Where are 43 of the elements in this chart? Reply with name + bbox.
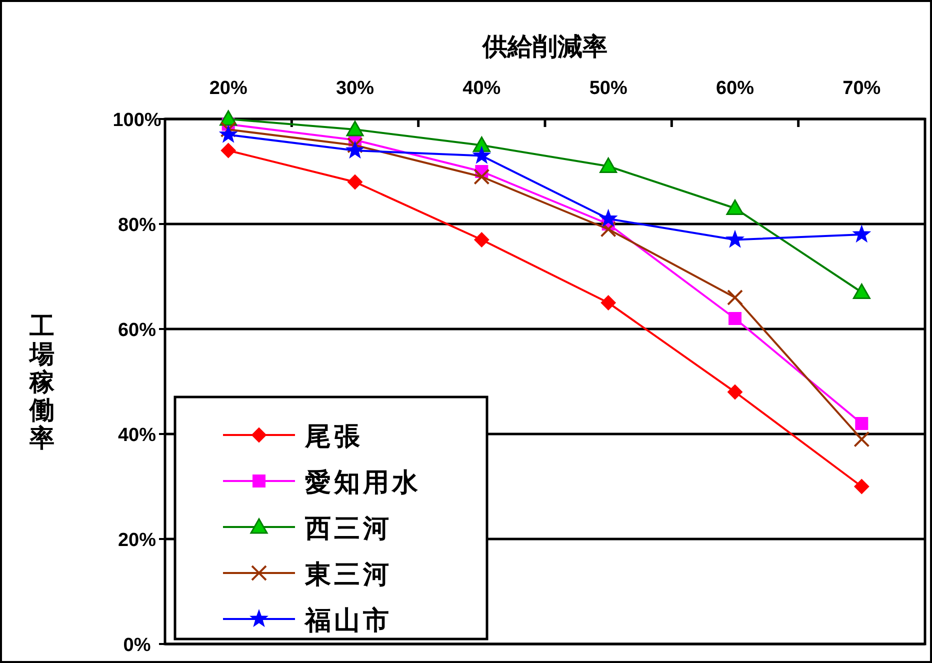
point: [346, 142, 364, 158]
point: [726, 230, 744, 248]
y-tick-label: 80%: [118, 215, 156, 236]
y-tick-label: 20%: [118, 530, 156, 551]
point: [854, 479, 870, 494]
point: [346, 120, 364, 136]
x-tick-label: 30%: [336, 78, 374, 99]
x-tick-label: 50%: [589, 78, 628, 99]
x-tick-label: 20%: [209, 78, 248, 99]
y-tick-label: 0%: [123, 635, 151, 656]
point: [600, 221, 616, 238]
y-axis-title: 工場稼働率: [28, 312, 56, 452]
legend-label: 福山市: [303, 605, 392, 635]
point: [727, 290, 743, 306]
point: [474, 168, 490, 185]
point: [220, 126, 237, 142]
point: [728, 384, 742, 400]
x-tick-label: 40%: [462, 78, 501, 99]
point: [474, 232, 490, 248]
y-tick-label: 40%: [118, 425, 156, 446]
x-tick-label: 70%: [842, 78, 881, 99]
point: [852, 284, 870, 299]
point: [600, 158, 618, 173]
legend-label: 尾張: [304, 421, 363, 451]
legend-label: 愛知用水: [305, 467, 421, 497]
point: [853, 226, 870, 242]
y-tick-label: 100%: [112, 110, 162, 131]
point: [600, 295, 616, 310]
point: [728, 312, 742, 325]
point: [855, 417, 868, 430]
point: [726, 200, 744, 215]
point: [348, 174, 362, 190]
x-axis-title: 供給削減率: [482, 33, 608, 61]
point: [220, 122, 236, 138]
x-tick-label: 60%: [716, 78, 754, 99]
point: [347, 137, 363, 154]
point: [854, 431, 870, 448]
point: [473, 146, 490, 164]
point: [220, 143, 236, 158]
y-tick-label: 60%: [118, 320, 156, 341]
point: [600, 210, 617, 226]
legend-label: 西三河: [304, 513, 392, 543]
legend-label: 東三河: [304, 559, 392, 589]
